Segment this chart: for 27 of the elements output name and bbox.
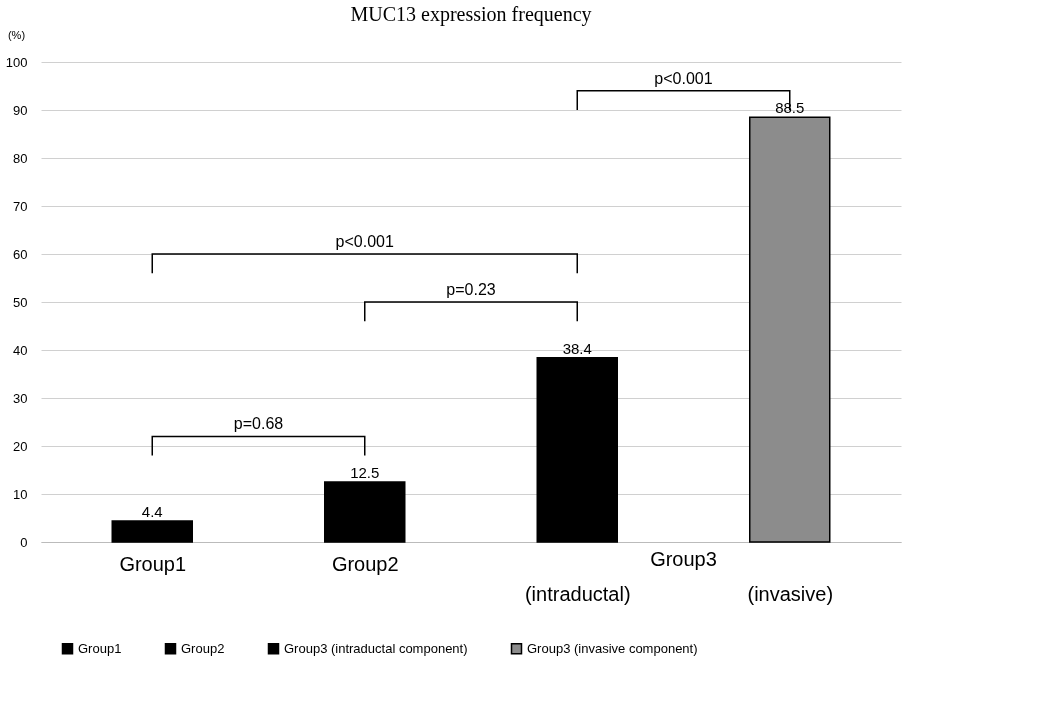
data-label: 12.5 (350, 464, 380, 481)
x-tick-label: (intraductal) (524, 582, 631, 605)
data-label: 4.4 (141, 502, 163, 520)
chart-title: MUC13 expression frequency (350, 3, 592, 26)
legend-label: Group2 (181, 640, 225, 656)
y-tick-label: 50 (13, 294, 28, 310)
x-tick-label: (invasive) (747, 582, 834, 605)
y-axis-title: (%) (7, 28, 26, 41)
text: Group3 (650, 548, 717, 570)
y-tick-label: 90 (13, 102, 28, 118)
y-tick-label: 100 (5, 54, 28, 70)
annotation: p=0.68 (233, 415, 284, 433)
legend-label: Group3 (intraductal component) (284, 640, 468, 656)
annotation: p<0.001 (335, 233, 394, 250)
legend-label: Group3 (invasive component) (527, 640, 698, 656)
y-tick-label: 70 (13, 198, 28, 214)
y-tick-label: 10 (13, 486, 28, 502)
data-label: 38.4 (562, 339, 592, 357)
y-tick-label: 20 (13, 438, 28, 454)
y-tick-label: 30 (13, 390, 28, 406)
y-tick-label: 40 (13, 342, 28, 358)
y-tick-label: 80 (13, 150, 28, 166)
y-tick-label: 60 (13, 246, 28, 262)
annotation: p<0.001 (654, 69, 713, 87)
legend-label: Group1 (78, 640, 122, 656)
annotation: p=0.23 (446, 281, 496, 298)
y-tick-label: 0 (20, 534, 28, 550)
